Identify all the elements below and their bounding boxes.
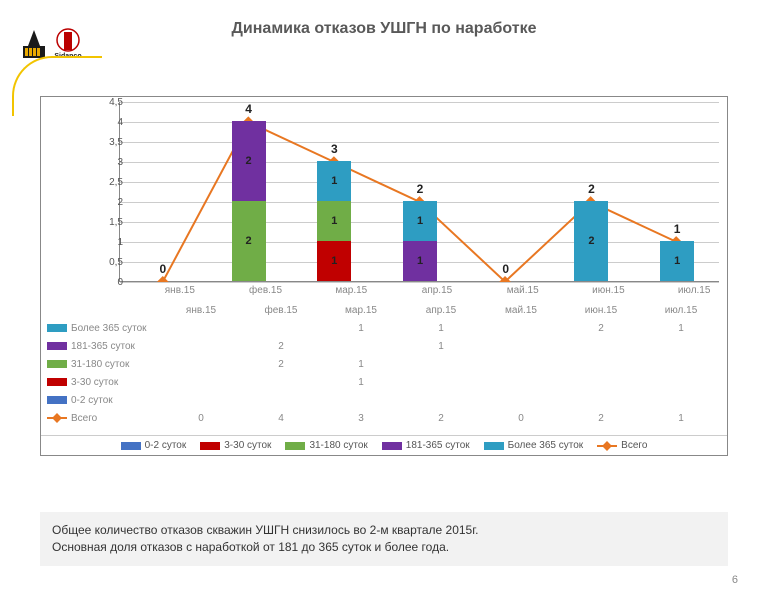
table-cell: 3 [321, 413, 401, 424]
total-label: 2 [417, 182, 424, 196]
table-col-header: июн.15 [561, 305, 641, 316]
footer-note: Общее количество отказов скважин УШГН сн… [40, 512, 728, 566]
table-cell: 1 [321, 359, 401, 370]
bar-segment: 2 [574, 201, 608, 281]
bar-group: 1 [660, 241, 694, 281]
total-label: 0 [502, 262, 509, 276]
chart-container: 221111121 янв.15фев.15мар.15апр.15май.15… [40, 96, 728, 456]
y-tick-label: 1 [93, 237, 123, 248]
bar-segment: 1 [317, 241, 351, 281]
row-label: Более 365 суток [71, 323, 147, 334]
y-tick-label: 0,5 [93, 257, 123, 268]
table-cell: 2 [561, 323, 641, 334]
table-cell: 2 [241, 341, 321, 352]
table-row: 0-2 суток [41, 391, 727, 409]
y-tick-label: 4 [93, 117, 123, 128]
table-col-header: май.15 [481, 305, 561, 316]
y-tick-label: 1,5 [93, 217, 123, 228]
table-cell: 0 [481, 413, 561, 424]
table-cell: 1 [321, 323, 401, 334]
total-label: 2 [588, 182, 595, 196]
table-cell: 2 [561, 413, 641, 424]
row-label: 31-180 суток [71, 359, 129, 370]
x-tick-label: июн.15 [578, 285, 638, 296]
x-tick-label: фев.15 [236, 285, 296, 296]
bar-segment: 1 [317, 161, 351, 201]
table-col-header: фев.15 [241, 305, 321, 316]
legend-item: 0-2 суток [121, 440, 187, 451]
table-cell: 1 [321, 377, 401, 388]
legend-item: 181-365 суток [382, 440, 470, 451]
row-label: 3-30 суток [71, 377, 118, 388]
table-cell: 1 [641, 323, 721, 334]
table-cell: 2 [241, 359, 321, 370]
table-cell: 2 [401, 413, 481, 424]
table-col-header: июл.15 [641, 305, 721, 316]
x-tick-label: июл.15 [664, 285, 724, 296]
x-tick-label: янв.15 [150, 285, 210, 296]
legend-item: 31-180 суток [285, 440, 367, 451]
y-tick-label: 0 [93, 277, 123, 288]
legend: 0-2 суток 3-30 суток 31-180 суток 181-365 с… [41, 435, 727, 451]
bar-group: 11 [403, 201, 437, 281]
bar-group: 111 [317, 161, 351, 281]
row-label: 0-2 суток [71, 395, 113, 406]
table-row: Всего0432021 [41, 409, 727, 427]
rosneft-logo [20, 28, 48, 60]
legend-item: 3-30 суток [200, 440, 271, 451]
bar-segment: 2 [232, 121, 266, 201]
legend-item: Более 365 суток [484, 440, 584, 451]
table-cell: 1 [401, 323, 481, 334]
total-label: 0 [160, 262, 167, 276]
y-tick-label: 3 [93, 157, 123, 168]
bar-segment: 1 [660, 241, 694, 281]
table-cell: 4 [241, 413, 321, 424]
y-tick-label: 2 [93, 197, 123, 208]
x-tick-label: май.15 [493, 285, 553, 296]
data-table: янв.15фев.15мар.15апр.15май.15июн.15июл.… [41, 301, 727, 427]
bar-group: 22 [232, 121, 266, 281]
table-col-header: апр.15 [401, 305, 481, 316]
y-tick-label: 3,5 [93, 137, 123, 148]
table-col-header: янв.15 [161, 305, 241, 316]
row-label: 181-365 суток [71, 341, 135, 352]
legend-item: Всего [597, 440, 647, 451]
y-tick-label: 2,5 [93, 177, 123, 188]
x-tick-label: апр.15 [407, 285, 467, 296]
bar-group: 2 [574, 201, 608, 281]
bar-segment: 1 [403, 241, 437, 281]
total-label: 1 [674, 222, 681, 236]
table-row: 181-365 суток 2 1 [41, 337, 727, 355]
x-tick-label: мар.15 [321, 285, 381, 296]
y-tick-label: 4,5 [93, 97, 123, 108]
plot-area: 221111121 янв.15фев.15мар.15апр.15май.15… [119, 102, 719, 282]
table-cell: 1 [641, 413, 721, 424]
page-title: Динамика отказов УШГН по наработке [0, 20, 768, 38]
table-cell: 0 [161, 413, 241, 424]
table-row: Более 365 суток1121 [41, 319, 727, 337]
footer-line-1: Общее количество отказов скважин УШГН сн… [52, 522, 716, 539]
bar-segment: 1 [403, 201, 437, 241]
table-cell: 1 [401, 341, 481, 352]
row-label: Всего [71, 413, 97, 424]
bar-segment: 2 [232, 201, 266, 281]
footer-line-2: Основная доля отказов с наработкой от 18… [52, 539, 716, 556]
total-label: 3 [331, 142, 338, 156]
table-row: 31-180 суток 21 [41, 355, 727, 373]
bar-segment: 1 [317, 201, 351, 241]
table-col-header: мар.15 [321, 305, 401, 316]
table-row: 3-30 суток 1 [41, 373, 727, 391]
total-label: 4 [245, 102, 252, 116]
